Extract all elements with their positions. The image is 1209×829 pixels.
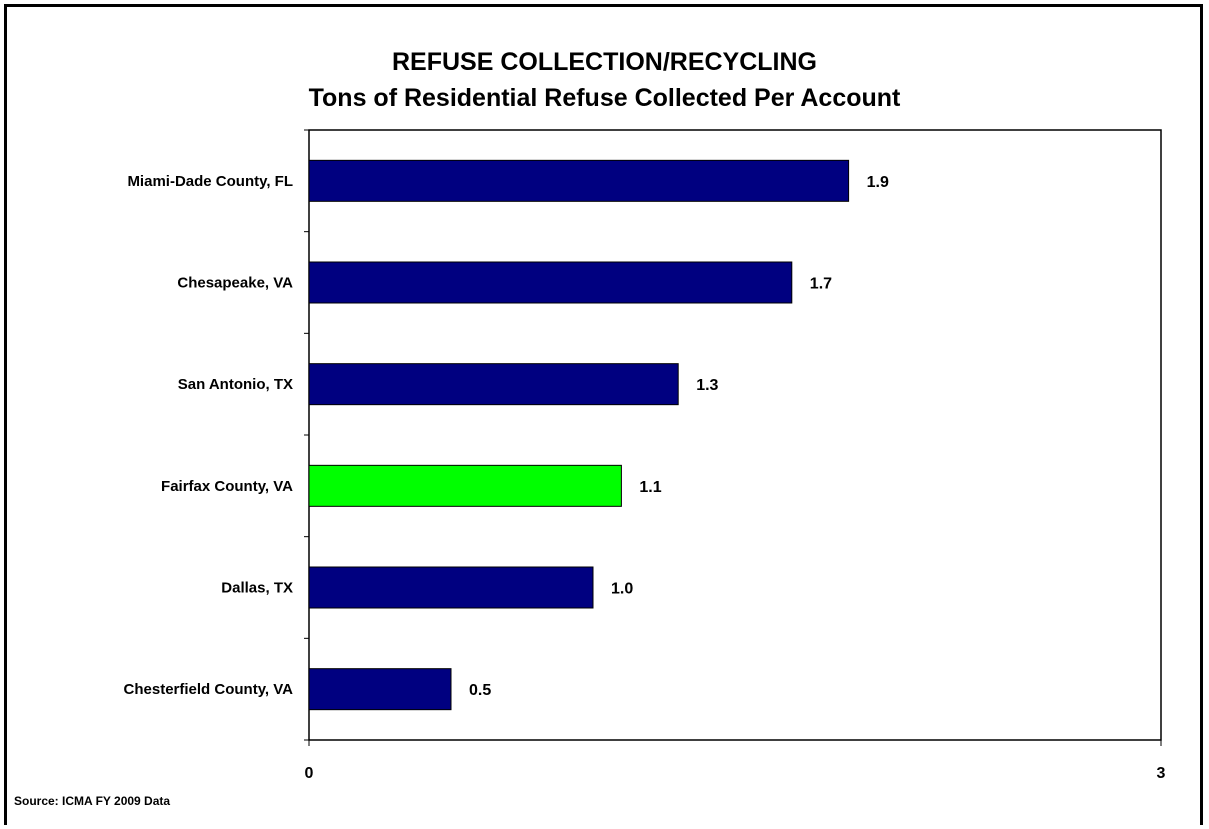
data-label: 0.5 — [469, 682, 491, 699]
data-label: 1.9 — [867, 174, 889, 191]
x-tick-label: 3 — [1157, 765, 1166, 782]
category-label: Chesterfield County, VA — [124, 681, 294, 698]
category-label: San Antonio, TX — [178, 376, 293, 393]
data-label: 1.1 — [639, 479, 661, 496]
x-tick-label: 0 — [305, 765, 314, 782]
chart-title: REFUSE COLLECTION/RECYCLING — [391, 48, 817, 76]
source-note: Source: ICMA FY 2009 Data — [14, 794, 171, 808]
category-label: Chesapeake, VA — [177, 275, 293, 292]
chart-subtitle: Tons of Residential Refuse Collected Per… — [308, 84, 901, 112]
category-label: Miami-Dade County, FL — [127, 173, 293, 190]
category-label: Fairfax County, VA — [161, 478, 293, 495]
chart-frame — [4, 4, 1203, 825]
bar — [308, 668, 452, 711]
category-label: Dallas, TX — [221, 580, 293, 597]
bar — [308, 363, 679, 406]
plot-area — [308, 129, 1162, 741]
data-label: 1.0 — [611, 581, 633, 598]
data-label: 1.3 — [696, 377, 718, 394]
data-label: 1.7 — [810, 276, 832, 293]
bar — [308, 566, 594, 609]
bar — [308, 464, 622, 507]
bar — [308, 159, 850, 202]
bar — [308, 261, 793, 304]
